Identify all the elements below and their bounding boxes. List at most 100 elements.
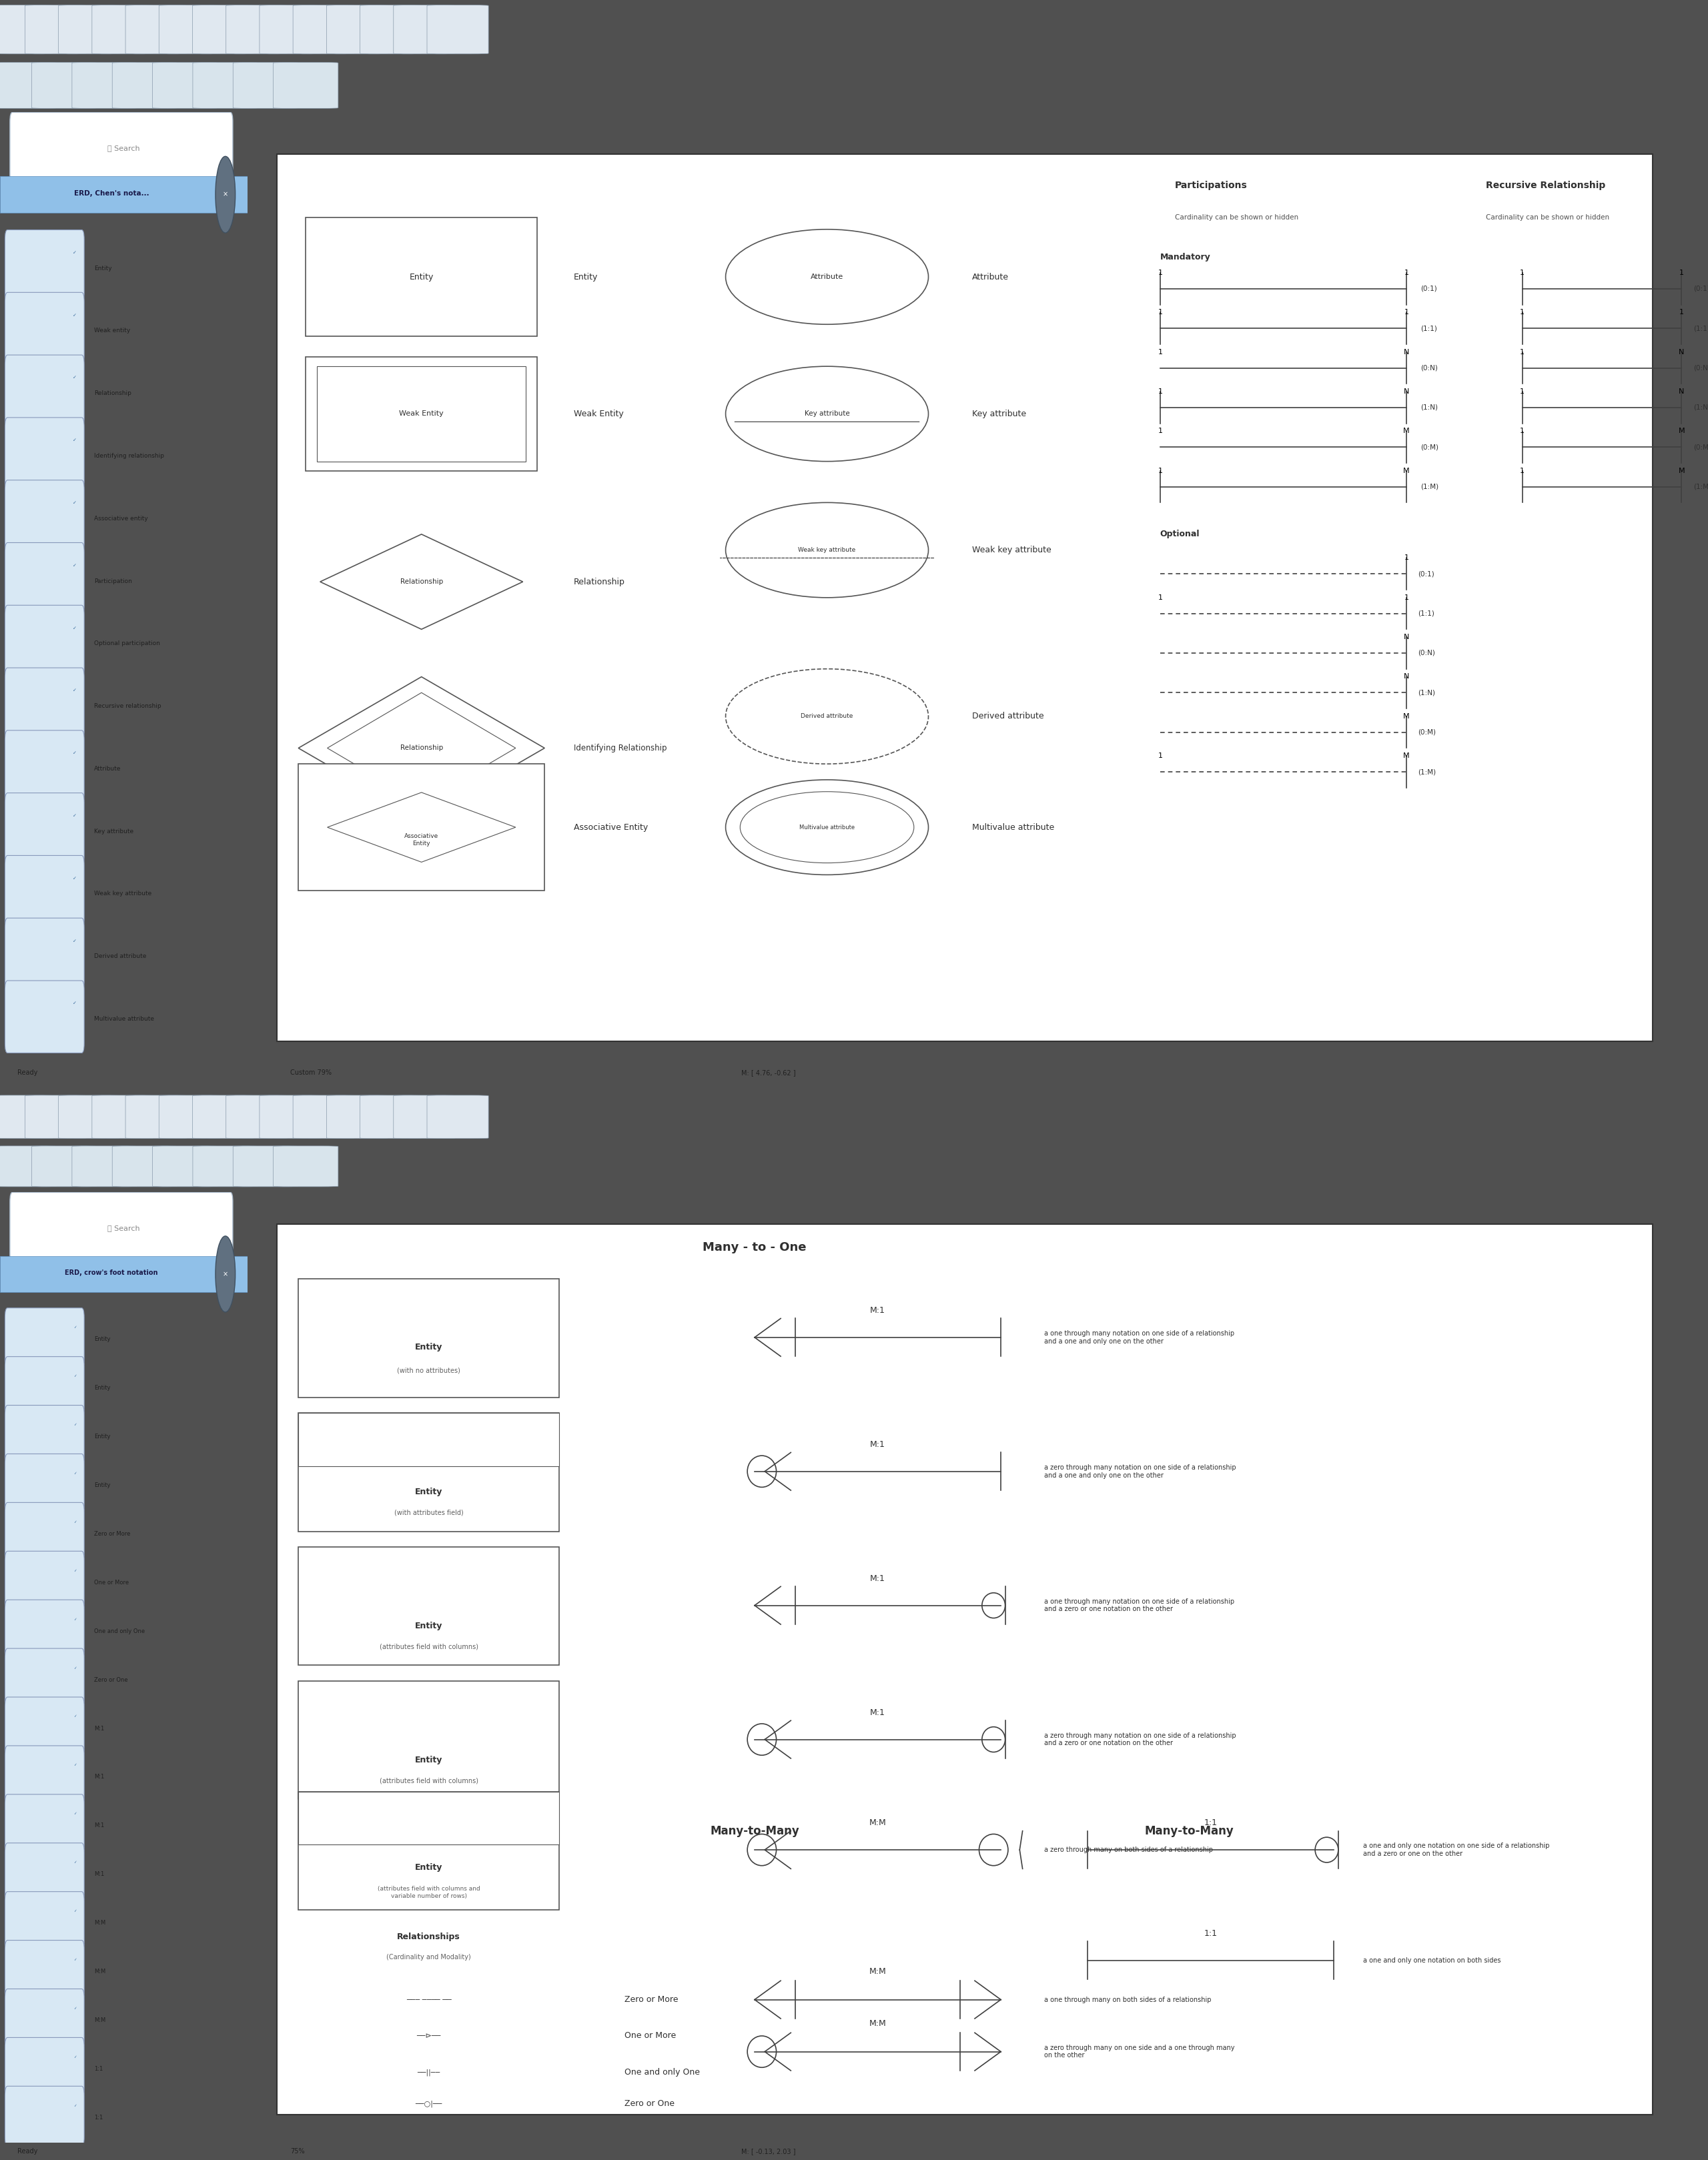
Text: Key attribute: Key attribute — [804, 410, 849, 417]
FancyBboxPatch shape — [10, 1192, 232, 1264]
Text: (0:N): (0:N) — [1693, 365, 1708, 372]
Text: Zero or More: Zero or More — [623, 1996, 678, 2004]
Text: 1: 1 — [1158, 348, 1163, 354]
FancyBboxPatch shape — [299, 1413, 559, 1531]
Text: Attribute: Attribute — [811, 274, 844, 281]
Circle shape — [215, 156, 236, 233]
Text: Entity: Entity — [574, 272, 598, 281]
Text: ✓: ✓ — [73, 1665, 77, 1670]
FancyBboxPatch shape — [225, 4, 287, 54]
Text: Zero or One: Zero or One — [623, 2100, 675, 2108]
Text: Entity: Entity — [410, 272, 434, 281]
FancyBboxPatch shape — [5, 855, 84, 929]
Text: 1: 1 — [1158, 389, 1163, 395]
FancyBboxPatch shape — [5, 1745, 84, 1806]
Text: (1:N): (1:N) — [1421, 404, 1438, 410]
FancyBboxPatch shape — [26, 4, 87, 54]
Text: ✓: ✓ — [73, 1326, 77, 1328]
FancyBboxPatch shape — [299, 1680, 559, 1799]
Text: M:1: M:1 — [94, 1773, 104, 1780]
Text: ✓: ✓ — [73, 689, 77, 693]
Text: 1:1: 1:1 — [94, 2115, 102, 2121]
Text: N: N — [1679, 389, 1684, 395]
FancyBboxPatch shape — [294, 1095, 355, 1138]
Text: Entity: Entity — [415, 1622, 442, 1631]
Text: Attribute: Attribute — [972, 272, 1008, 281]
Text: M: M — [1404, 713, 1409, 719]
Circle shape — [748, 1724, 777, 1756]
Text: Key attribute: Key attribute — [972, 410, 1027, 419]
Text: Entity: Entity — [94, 1385, 111, 1391]
FancyBboxPatch shape — [5, 1698, 84, 1758]
Text: 🔍 Search: 🔍 Search — [108, 1225, 140, 1231]
FancyBboxPatch shape — [125, 1095, 186, 1138]
FancyBboxPatch shape — [193, 1095, 254, 1138]
FancyBboxPatch shape — [299, 1791, 559, 1845]
Text: 1: 1 — [1158, 428, 1163, 434]
FancyBboxPatch shape — [159, 1095, 220, 1138]
Text: ✓: ✓ — [73, 1471, 77, 1475]
Text: M:M: M:M — [94, 2017, 106, 2024]
Text: M:1: M:1 — [869, 1307, 885, 1315]
FancyBboxPatch shape — [0, 1255, 248, 1292]
Polygon shape — [299, 676, 545, 819]
Text: 1: 1 — [1404, 555, 1409, 562]
Text: a one through many on both sides of a relationship: a one through many on both sides of a re… — [1044, 1996, 1211, 2002]
Text: Participations: Participations — [1175, 181, 1247, 190]
Text: ERD, Chen's nota...: ERD, Chen's nota... — [73, 190, 149, 197]
Text: 1:1: 1:1 — [1204, 1929, 1218, 1938]
FancyBboxPatch shape — [306, 218, 538, 337]
FancyBboxPatch shape — [277, 1225, 1653, 2115]
Ellipse shape — [726, 229, 929, 324]
Text: Associative Entity: Associative Entity — [574, 823, 647, 832]
Text: (Cardinality and Modality): (Cardinality and Modality) — [386, 1955, 471, 1961]
FancyBboxPatch shape — [32, 63, 97, 108]
Text: M:M: M:M — [869, 1968, 886, 1976]
Text: Weak key attribute: Weak key attribute — [94, 890, 152, 896]
Text: ✓: ✓ — [73, 1374, 77, 1378]
Text: Relationship: Relationship — [94, 391, 132, 395]
Circle shape — [1315, 1838, 1339, 1862]
FancyBboxPatch shape — [299, 1791, 559, 1909]
Text: 1: 1 — [1520, 348, 1525, 354]
Text: N: N — [1404, 389, 1409, 395]
FancyBboxPatch shape — [5, 417, 84, 490]
Text: M: M — [1404, 752, 1409, 758]
FancyBboxPatch shape — [273, 1147, 338, 1186]
FancyBboxPatch shape — [159, 4, 220, 54]
FancyBboxPatch shape — [5, 292, 84, 365]
FancyBboxPatch shape — [273, 63, 338, 108]
Text: Derived attribute: Derived attribute — [972, 713, 1044, 721]
Text: (1:M): (1:M) — [1693, 484, 1708, 490]
Circle shape — [979, 1834, 1008, 1866]
Text: 1: 1 — [1520, 270, 1525, 276]
Text: ✓: ✓ — [73, 1568, 77, 1572]
Text: 1: 1 — [1404, 270, 1409, 276]
Text: Many-to-Many: Many-to-Many — [1144, 1825, 1233, 1836]
Circle shape — [748, 2037, 777, 2067]
Polygon shape — [328, 693, 516, 804]
Text: Entity: Entity — [94, 1337, 111, 1341]
Text: ✓: ✓ — [73, 1909, 77, 1914]
FancyBboxPatch shape — [92, 4, 154, 54]
FancyBboxPatch shape — [5, 480, 84, 553]
Text: Cardinality can be shown or hidden: Cardinality can be shown or hidden — [1486, 214, 1609, 220]
Text: 1: 1 — [1404, 309, 1409, 315]
Text: Weak entity: Weak entity — [94, 328, 130, 335]
FancyBboxPatch shape — [152, 63, 217, 108]
Text: M:M: M:M — [94, 1920, 106, 1927]
Text: 🔍 Search: 🔍 Search — [108, 145, 140, 151]
Text: 1: 1 — [1520, 428, 1525, 434]
Text: Relationship: Relationship — [574, 577, 625, 585]
Text: (1:N): (1:N) — [1418, 689, 1435, 696]
Text: ✓: ✓ — [73, 752, 77, 756]
Text: Entity: Entity — [415, 1488, 442, 1497]
Text: N: N — [1404, 674, 1409, 680]
FancyBboxPatch shape — [32, 1147, 97, 1186]
Text: M:1: M:1 — [94, 1726, 104, 1732]
Text: (1:1): (1:1) — [1418, 609, 1435, 618]
Text: 1:1: 1:1 — [94, 2065, 102, 2071]
Text: 1: 1 — [1520, 309, 1525, 315]
FancyBboxPatch shape — [152, 1147, 217, 1186]
Text: (1:1): (1:1) — [1693, 324, 1708, 333]
